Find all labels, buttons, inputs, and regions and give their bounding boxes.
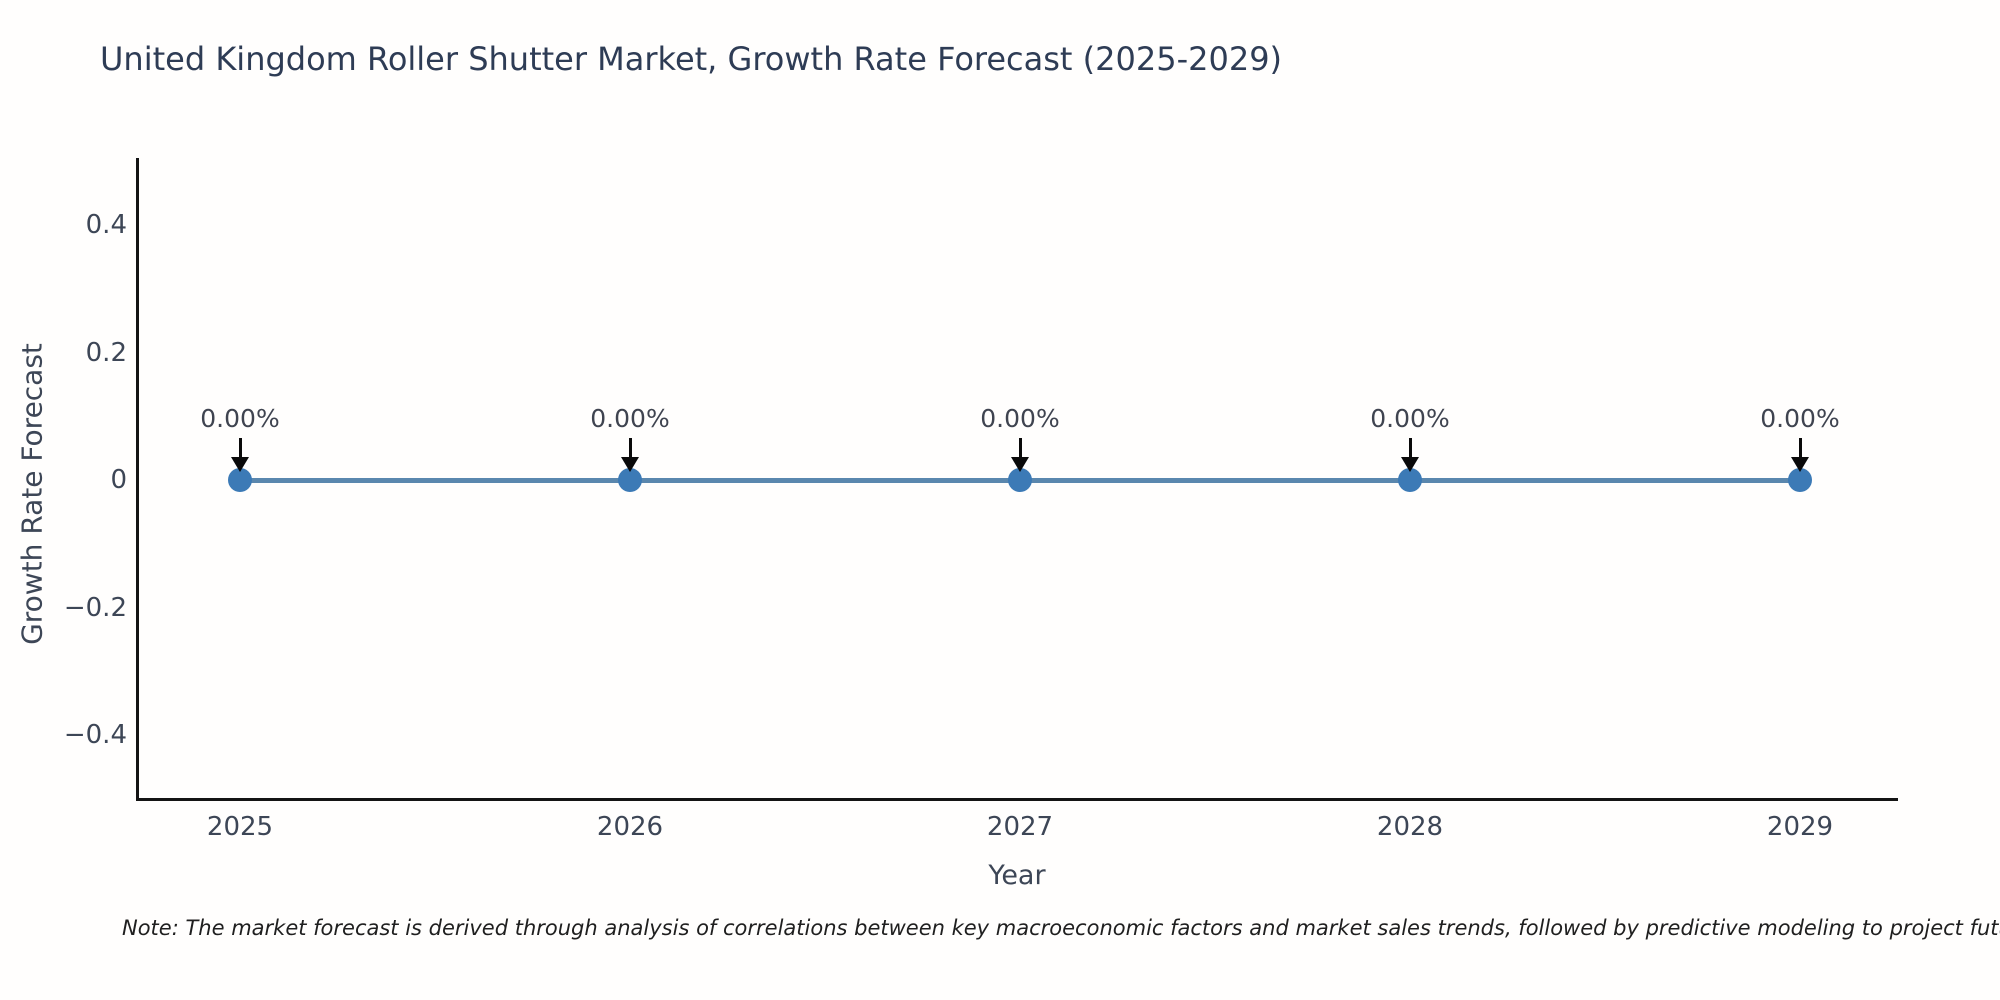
data-point-label: 0.00% xyxy=(590,404,670,433)
annotation-arrow-head-icon xyxy=(1401,457,1419,472)
x-tick-label: 2028 xyxy=(1376,812,1444,842)
annotation-arrow-stem xyxy=(238,438,242,458)
annotation-arrow-stem xyxy=(1798,438,1802,458)
y-tick-label: 0.2 xyxy=(85,337,127,368)
x-axis-spine xyxy=(136,798,1898,801)
chart-title: United Kingdom Roller Shutter Market, Gr… xyxy=(100,40,1283,78)
annotation-arrow-head-icon xyxy=(231,457,249,472)
data-point-marker xyxy=(1398,468,1422,492)
footnote: Note: The market forecast is derived thr… xyxy=(122,916,2000,940)
annotation-arrow-stem xyxy=(1408,438,1412,458)
x-tick-label: 2026 xyxy=(596,812,664,842)
data-point-label: 0.00% xyxy=(1760,404,1840,433)
data-point-label: 0.00% xyxy=(200,404,280,433)
x-axis-title: Year xyxy=(988,860,1046,891)
data-point-label: 0.00% xyxy=(980,404,1060,433)
annotation-arrow-stem xyxy=(1018,438,1022,458)
y-tick-label: 0 xyxy=(110,465,127,495)
data-point-marker xyxy=(1788,468,1812,492)
y-tick-label: −0.2 xyxy=(63,592,127,623)
data-point-marker xyxy=(228,468,252,492)
y-tick-label: −0.4 xyxy=(63,720,127,750)
data-point-label: 0.00% xyxy=(1370,404,1450,433)
x-tick-label: 2027 xyxy=(986,812,1054,842)
y-axis-spine xyxy=(136,158,139,801)
annotation-arrow-head-icon xyxy=(1791,457,1809,472)
data-point-marker xyxy=(618,468,642,492)
x-tick-label: 2029 xyxy=(1766,812,1834,842)
annotation-arrow-stem xyxy=(628,438,632,458)
annotation-arrow-head-icon xyxy=(621,457,639,472)
y-tick-label: 0.4 xyxy=(85,210,127,240)
data-point-marker xyxy=(1008,468,1032,492)
annotation-arrow-head-icon xyxy=(1011,457,1029,472)
x-tick-label: 2025 xyxy=(206,812,274,842)
